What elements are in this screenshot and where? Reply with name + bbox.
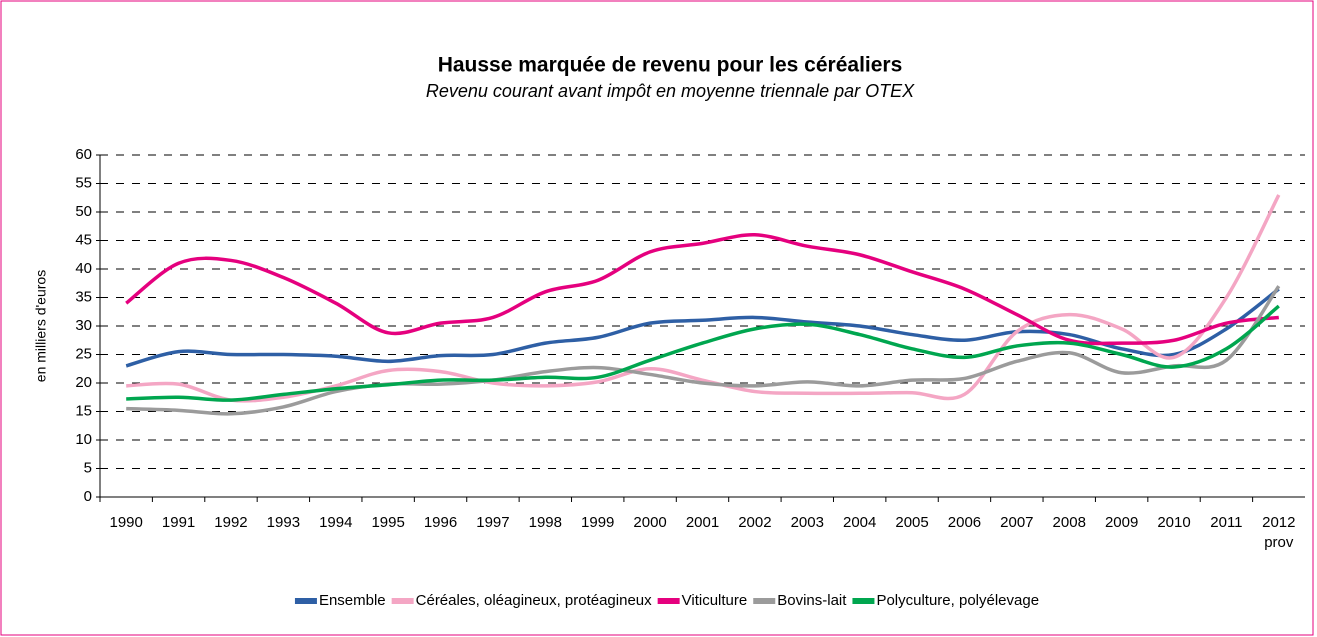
x-tick-label: 1990 <box>110 514 143 531</box>
series-line <box>125 233 1279 346</box>
y-tick-label: 10 <box>75 431 92 448</box>
x-tick-label: 2002 <box>738 514 771 531</box>
legend-label: Ensemble <box>319 592 386 609</box>
x-tick-label: 2012 prov <box>1262 514 1295 551</box>
x-tick-label: 1992 <box>214 514 247 531</box>
x-tick-label: 2001 <box>686 514 719 531</box>
x-tick-label: 2009 <box>1105 514 1138 531</box>
x-tick-label: 2007 <box>1000 514 1033 531</box>
y-tick-label: 55 <box>75 174 92 191</box>
series-line <box>126 304 1280 402</box>
x-tick-label: 1998 <box>529 514 562 531</box>
x-tick-label: 2004 <box>843 514 876 531</box>
chart-subtitle: Revenu courant avant impôt en moyenne tr… <box>426 81 915 101</box>
y-tick-label: 35 <box>75 288 92 305</box>
x-tick-label: 2006 <box>948 514 981 531</box>
x-tick-label: 2008 <box>1053 514 1086 531</box>
x-tick-label: 2000 <box>633 514 666 531</box>
y-tick-label: 30 <box>75 317 92 334</box>
legend-label: Viticulture <box>682 592 748 609</box>
y-tick-label: 40 <box>75 260 92 277</box>
series-line <box>125 287 1280 368</box>
x-tick-label: 1996 <box>424 514 457 531</box>
y-tick-label: 15 <box>75 402 92 419</box>
x-tick-label: 1995 <box>371 514 404 531</box>
y-tick-label: 20 <box>75 374 92 391</box>
y-tick-label: 25 <box>75 345 92 362</box>
x-tick-label: 1999 <box>581 514 614 531</box>
legend-label: Céréales, oléagineux, protéagineux <box>416 592 652 609</box>
y-tick-label: 45 <box>75 231 92 248</box>
x-tick-label: 1993 <box>267 514 300 531</box>
series-line <box>126 285 1281 416</box>
x-tick-label: 1997 <box>476 514 509 531</box>
x-tick-label: 1991 <box>162 514 195 531</box>
x-tick-label: 2005 <box>895 514 928 531</box>
chart-title: Hausse marquée de revenu pour les céréal… <box>438 54 903 77</box>
x-tick-label: 2003 <box>791 514 824 531</box>
y-axis-label: en milliers d'euros <box>33 270 49 382</box>
x-tick-label: 2010 <box>1157 514 1190 531</box>
legend-label: Bovins-lait <box>777 592 847 609</box>
y-tick-label: 0 <box>84 488 92 505</box>
y-tick-label: 50 <box>75 203 92 220</box>
legend-label: Polyculture, polyélevage <box>876 592 1039 609</box>
y-tick-label: 60 <box>75 146 92 163</box>
x-tick-label: 2011 <box>1210 514 1242 531</box>
y-tick-label: 5 <box>84 459 92 476</box>
x-tick-label: 1994 <box>319 514 352 531</box>
